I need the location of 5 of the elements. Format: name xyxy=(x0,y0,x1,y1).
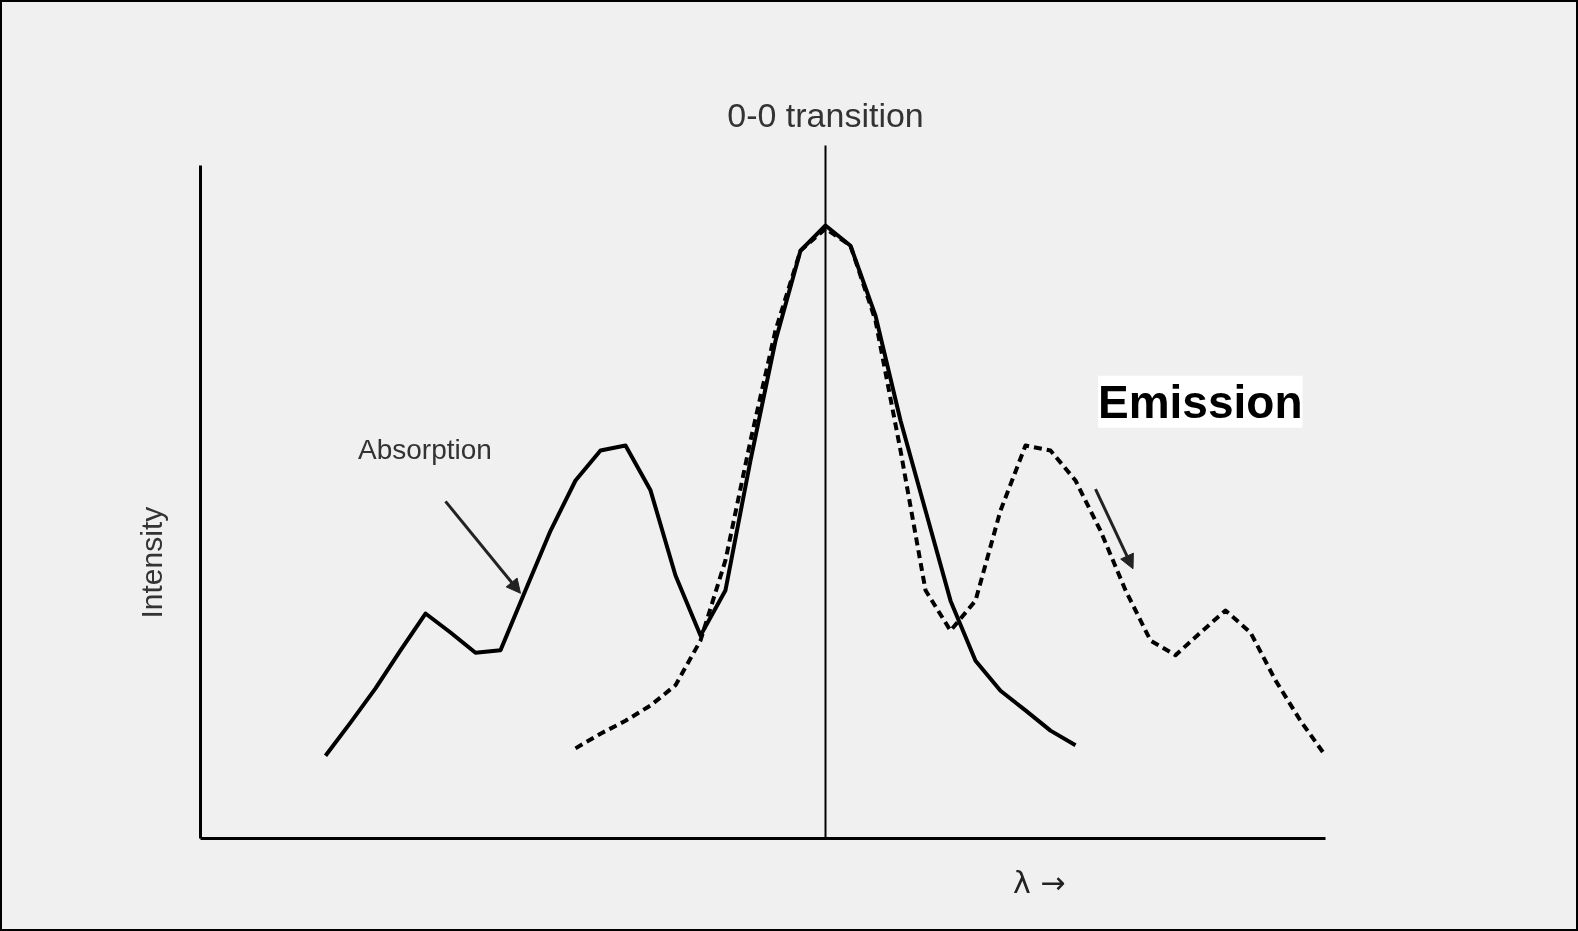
x-axis-title: λ → xyxy=(1013,864,1066,900)
series-label: Emission xyxy=(1098,375,1303,428)
text: Absorption xyxy=(358,433,492,465)
text: 0-0 transition xyxy=(727,95,924,134)
y-axis-title: Intensity xyxy=(135,506,168,619)
